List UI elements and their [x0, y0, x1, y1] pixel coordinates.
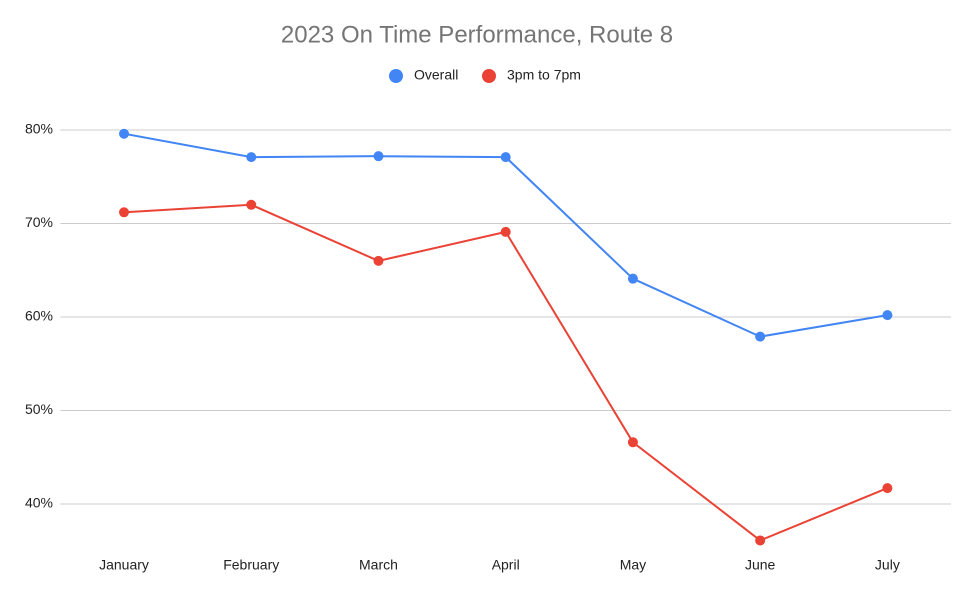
data-point [373, 151, 384, 162]
x-tick-label: January [99, 557, 149, 573]
x-tick-label: April [492, 557, 520, 573]
data-point [627, 273, 638, 284]
data-point [119, 207, 130, 218]
x-tick-label: May [620, 557, 646, 573]
chart-title: 2023 On Time Performance, Route 8 [281, 21, 673, 48]
data-point [755, 535, 766, 546]
series-line [123, 203, 888, 542]
y-tick-label: 70% [25, 214, 53, 230]
legend-marker [482, 69, 496, 83]
legend-label: Overall [414, 67, 458, 83]
data-point [373, 255, 384, 266]
data-point [500, 152, 511, 163]
y-tick-label: 80% [25, 121, 53, 137]
x-tick-label: March [359, 557, 398, 573]
data-point [882, 310, 893, 321]
data-point [755, 331, 766, 342]
data-point [246, 199, 257, 210]
data-point [882, 483, 893, 494]
data-point [119, 128, 130, 139]
x-tick-label: June [745, 557, 776, 573]
legend-marker [389, 69, 403, 83]
data-point [627, 437, 638, 448]
y-tick-label: 50% [25, 401, 53, 417]
data-point [246, 152, 257, 163]
data-point [500, 226, 511, 237]
x-tick-label: July [875, 557, 900, 573]
y-tick-label: 40% [25, 495, 53, 511]
legend-label: 3pm to 7pm [507, 67, 581, 83]
y-tick-label: 60% [25, 308, 53, 324]
x-tick-label: February [223, 557, 279, 573]
